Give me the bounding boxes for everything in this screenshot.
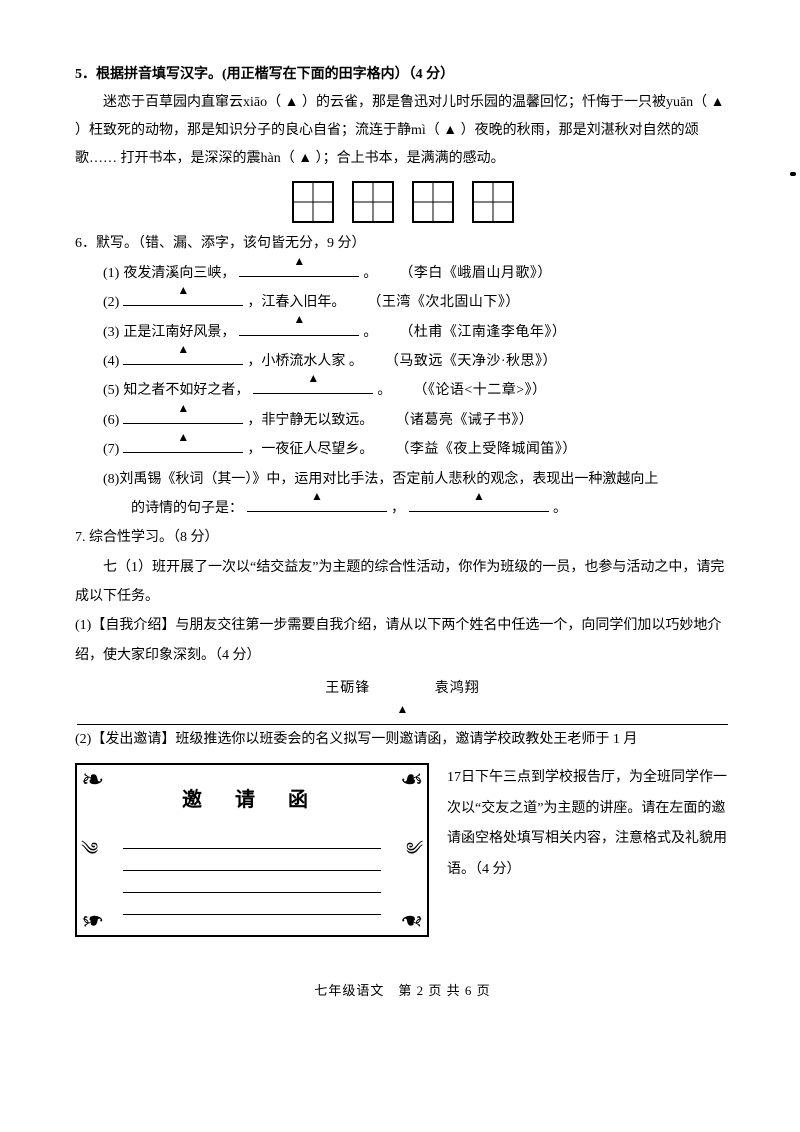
fill-blank[interactable]: ▲: [123, 288, 243, 306]
item-source: （马致远《天净沙·秋思》）: [385, 347, 557, 376]
item-source: （李益《夜上受降城闻笛》）: [395, 435, 577, 464]
item-number: (1): [103, 259, 119, 288]
corner-ornament-icon: ❧: [400, 767, 423, 795]
stray-mark: [790, 172, 796, 176]
triangle-icon: ▲: [397, 697, 409, 722]
exam-page: 5．根据拼音填写汉字。(用正楷写在下面的田字格内）（4 分） 迷恋于百草园内直窜…: [0, 0, 800, 1034]
triangle-icon: ▲: [293, 249, 305, 274]
write-line[interactable]: [123, 921, 381, 937]
tian-grid-row: [75, 181, 730, 223]
invitation-instructions: 17日下午三点到学校报告厅，为全班同学作一次以“交友之道”为主题的讲座。请在左面…: [447, 763, 730, 886]
corner-ornament-icon: ❧: [81, 905, 104, 933]
separator: 。: [553, 494, 567, 523]
write-line[interactable]: [123, 833, 381, 849]
triangle-icon: ▲: [473, 484, 485, 509]
tian-box[interactable]: [412, 181, 454, 223]
item-post-text: ，非宁静无以致远。: [247, 406, 373, 435]
fill-blank[interactable]: ▲: [123, 406, 243, 424]
name-option-2: 袁鸿翔: [435, 674, 480, 703]
corner-ornament-icon: ❧: [81, 767, 104, 795]
item-number: (3): [103, 318, 119, 347]
triangle-icon: ▲: [311, 484, 323, 509]
q7-sub1: (1)【自我介绍】与朋友交往第一步需要自我介绍，请从以下两个姓名中任选一个，向同…: [75, 611, 730, 670]
q6-item-line2: 的诗情的句子是：▲，▲。: [103, 494, 730, 523]
invite-section: ❧ ❧ ❧ ❧ ༄ ༄ 邀 请 函 17日下午三点到学校报告厅，为全班同学作一次…: [75, 763, 730, 937]
triangle-icon: ▲: [177, 278, 189, 303]
item-number: (7): [103, 435, 119, 464]
triangle-icon: ▲: [293, 307, 305, 332]
q6-list: (1)夜发清溪向三峡，▲。（李白《峨眉山月歌》）(2)▲，江春入旧年。（王湾《次…: [75, 259, 730, 524]
item-post-text: 。: [363, 318, 377, 347]
item-pre-text: 的诗情的句子是：: [131, 494, 243, 523]
triangle-icon: ▲: [177, 425, 189, 450]
q7-sub2: (2)【发出邀请】班级推选你以班委会的名义拟写一则邀请函，邀请学校政教处王老师于…: [75, 725, 730, 754]
item-post-text: 。: [377, 376, 391, 405]
q6-title: 6．默写。（错、漏、添字，该句皆无分，9 分）: [75, 229, 730, 258]
fill-blank[interactable]: ▲: [409, 494, 549, 512]
triangle-icon: ▲: [177, 396, 189, 421]
item-number: (5): [103, 376, 119, 405]
q6-item: (5)知之者不如好之者，▲。（《论语<十二章>》）: [103, 376, 730, 405]
item-text: (8)刘禹锡《秋词（其一）》中，运用对比手法，否定前人悲秋的观念，表现出一种激越…: [103, 465, 658, 494]
item-source: （诸葛亮《诫子书》）: [395, 406, 533, 435]
item-source: （杜甫《江南逢李龟年》）: [399, 318, 566, 347]
item-number: (4): [103, 347, 119, 376]
answer-line[interactable]: ▲: [77, 708, 728, 726]
item-source: （《论语<十二章>》）: [413, 376, 546, 405]
invitation-title: 邀 请 函: [77, 779, 427, 821]
fill-blank[interactable]: ▲: [253, 377, 373, 395]
q6-item: (1)夜发清溪向三峡，▲。（李白《峨眉山月歌》）: [103, 259, 730, 288]
invitation-card: ❧ ❧ ❧ ❧ ༄ ༄ 邀 请 函: [75, 763, 429, 937]
item-number: (6): [103, 406, 119, 435]
q6-item: (4)▲，小桥流水人家 。 （马致远《天净沙·秋思》）: [103, 347, 730, 376]
q5-paragraph: 迷恋于百草园内直窜云xiāo（ ▲ ）的云雀，那是鲁迅对儿时乐园的温馨回忆；忏悔…: [75, 89, 730, 173]
fill-blank[interactable]: ▲: [123, 347, 243, 365]
tian-box[interactable]: [472, 181, 514, 223]
q6-item: (2)▲，江春入旧年。（王湾《次北固山下》）: [103, 288, 730, 317]
name-option-1: 王砺锋: [325, 674, 370, 703]
write-line[interactable]: [123, 899, 381, 915]
tian-box[interactable]: [292, 181, 334, 223]
q7-title: 7. 综合性学习。（8 分）: [75, 523, 730, 552]
write-line[interactable]: [123, 855, 381, 871]
q6-item: (3)正是江南好风景，▲。（杜甫《江南逢李龟年》）: [103, 318, 730, 347]
item-post-text: 。: [363, 259, 377, 288]
fill-blank[interactable]: ▲: [247, 494, 387, 512]
q6-item: (7)▲，一夜征人尽望乡。 （李益《夜上受降城闻笛》）: [103, 435, 730, 464]
fill-blank[interactable]: ▲: [239, 318, 359, 336]
item-source: （王湾《次北固山下》）: [367, 288, 520, 317]
item-post-text: ，一夜征人尽望乡。: [247, 435, 373, 464]
item-source: （李白《峨眉山月歌》）: [399, 259, 552, 288]
fill-blank[interactable]: ▲: [123, 435, 243, 453]
item-post-text: ，小桥流水人家 。: [247, 347, 363, 376]
q6-item: (8)刘禹锡《秋词（其一）》中，运用对比手法，否定前人悲秋的观念，表现出一种激越…: [103, 465, 730, 494]
fill-blank[interactable]: ▲: [239, 259, 359, 277]
triangle-icon: ▲: [177, 337, 189, 362]
page-footer: 七年级语文 第 2 页 共 6 页: [75, 977, 730, 1004]
q5-title: 5．根据拼音填写汉字。(用正楷写在下面的田字格内）（4 分）: [75, 60, 730, 89]
corner-ornament-icon: ❧: [400, 905, 423, 933]
item-number: (2): [103, 288, 119, 317]
separator: ，: [391, 494, 405, 523]
triangle-icon: ▲: [307, 366, 319, 391]
tian-box[interactable]: [352, 181, 394, 223]
write-line[interactable]: [123, 877, 381, 893]
q7-intro: 七（1）班开展了一次以“结交益友”为主题的综合性活动，你作为班级的一员，也参与活…: [75, 553, 730, 612]
invitation-lines: [123, 833, 381, 937]
side-ornament-icon: ༄: [406, 831, 423, 869]
side-ornament-icon: ༄: [81, 831, 98, 869]
q6-item: (6)▲，非宁静无以致远。 （诸葛亮《诫子书》）: [103, 406, 730, 435]
